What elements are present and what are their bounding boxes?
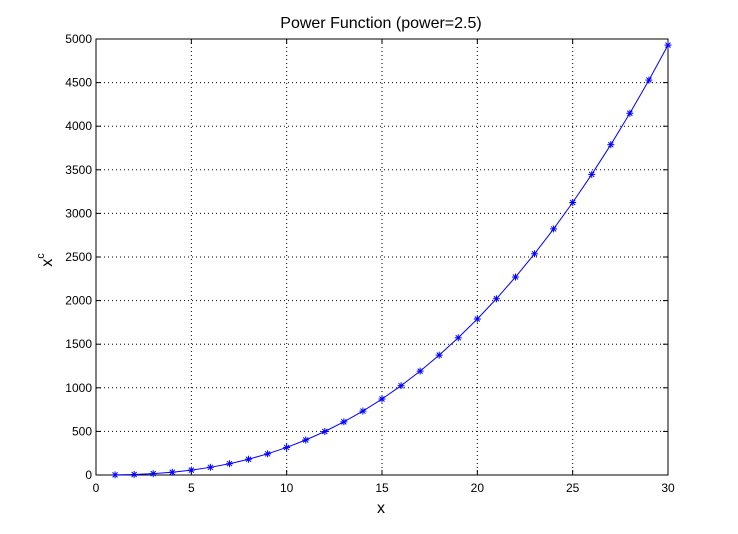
x-tick-label: 30: [661, 481, 675, 495]
y-tick-label: 4000: [65, 119, 92, 133]
data-series: [111, 41, 672, 479]
y-tick-label: 4500: [65, 76, 92, 90]
x-tick-label: 25: [566, 481, 580, 495]
data-point: [531, 250, 539, 258]
data-point: [283, 443, 291, 451]
data-point: [550, 225, 558, 233]
data-point: [340, 418, 348, 426]
data-point: [378, 395, 386, 403]
y-tick-label: 1000: [65, 381, 92, 395]
data-point: [645, 76, 653, 84]
y-tick-label: 0: [85, 468, 92, 482]
y-tick-label: 2000: [65, 294, 92, 308]
data-point: [130, 471, 138, 479]
data-point: [187, 466, 195, 474]
data-point: [454, 334, 462, 342]
tick-labels: 0 5 10 15 20 25 30 0 500 1000 1500 2000 2500 3000 3500…: [65, 32, 675, 495]
y-tick-label: 5000: [65, 32, 92, 46]
data-point: [569, 199, 577, 206]
x-tick-label: 0: [93, 481, 100, 495]
y-axis-label-superscript: c: [35, 253, 47, 259]
data-point: [397, 382, 405, 390]
data-point: [664, 41, 672, 49]
data-point: [245, 455, 253, 463]
x-tick-label: 5: [188, 481, 195, 495]
data-point: [111, 471, 119, 479]
y-axis-label-text: xc: [35, 253, 56, 267]
data-point: [588, 170, 596, 178]
data-point: [359, 407, 367, 415]
data-point: [492, 295, 500, 303]
grid-lines: [96, 39, 668, 475]
x-axis-label: x: [377, 500, 385, 517]
x-tick-label: 10: [280, 481, 294, 495]
data-point: [264, 450, 272, 458]
axis-ticks: [95, 38, 669, 476]
y-tick-label: 3000: [65, 206, 92, 220]
data-point: [607, 141, 615, 149]
data-point: [206, 463, 214, 471]
data-point: [321, 428, 329, 436]
y-tick-label: 3500: [65, 163, 92, 177]
y-tick-label: 500: [72, 424, 92, 438]
x-tick-label: 15: [375, 481, 389, 495]
data-point: [149, 470, 157, 478]
data-point: [473, 315, 481, 323]
data-point: [626, 109, 634, 117]
y-tick-label: 1500: [65, 337, 92, 351]
data-point: [168, 468, 176, 476]
data-point: [511, 273, 519, 281]
y-tick-label: 2500: [65, 250, 92, 264]
data-point: [302, 436, 310, 444]
y-axis-label: xc: [35, 253, 56, 267]
chart-title: Power Function (power=2.5): [280, 15, 481, 32]
data-point: [416, 367, 424, 375]
data-point: [225, 460, 233, 468]
y-axis-label-base: x: [39, 259, 56, 267]
x-tick-label: 20: [471, 481, 485, 495]
data-point: [435, 351, 443, 359]
